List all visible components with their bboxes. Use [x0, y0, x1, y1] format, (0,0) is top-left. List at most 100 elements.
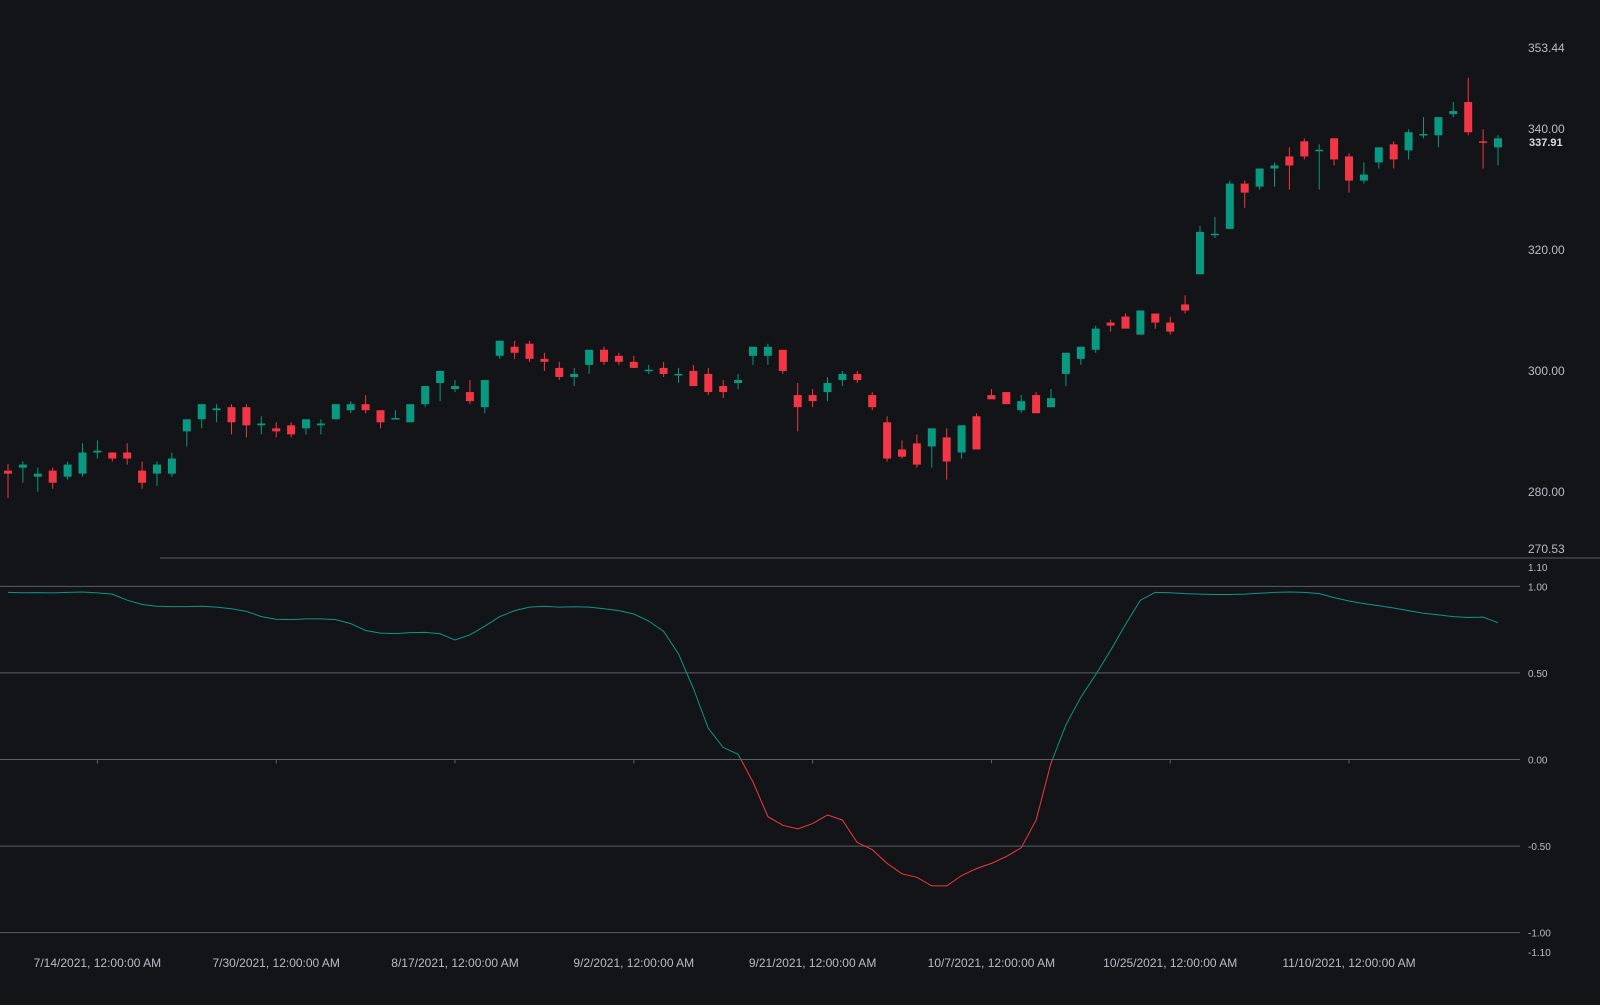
candle — [1061, 352, 1070, 387]
candle-body — [1330, 138, 1339, 160]
candle — [346, 401, 355, 414]
candle-body — [1017, 401, 1026, 411]
candle — [495, 340, 504, 359]
candle — [1032, 392, 1041, 414]
oscillator-tick-label-2: 0.50 — [1528, 669, 1548, 680]
candle-body — [212, 408, 221, 411]
time-axis[interactable]: 7/14/2021, 12:00:00 AM 7/30/2021, 12:00:0… — [34, 759, 1416, 971]
candle — [63, 461, 72, 480]
candle-body — [18, 464, 27, 468]
oscillator-pane[interactable]: 1.10 1.00 0.50 0.00 -0.50 -1.00 -1.10 — [0, 563, 1551, 959]
candle — [763, 343, 772, 365]
candle-body — [48, 470, 57, 483]
price-pane[interactable]: 353.44 340.00 320.00 300.00 280.00 270.53 337.… — [4, 41, 1600, 559]
candle-body — [4, 470, 12, 474]
candle — [480, 379, 489, 414]
candle-body — [451, 386, 459, 390]
candle — [972, 413, 981, 450]
candle — [778, 349, 787, 374]
candle-body — [1225, 183, 1234, 229]
candle-body — [287, 425, 296, 435]
candle-body — [1345, 156, 1353, 181]
candle-body — [1494, 138, 1502, 148]
candle — [510, 340, 519, 359]
candle — [1434, 117, 1443, 148]
candle-body — [823, 383, 832, 393]
candle-body — [421, 386, 430, 405]
candle-body — [78, 452, 87, 474]
candle — [287, 422, 296, 438]
candle — [1374, 147, 1383, 169]
candle-body — [1121, 316, 1130, 329]
candle — [33, 467, 42, 492]
candle — [1449, 102, 1458, 118]
candle-body — [1419, 134, 1428, 136]
candle — [78, 443, 87, 477]
candle-body — [749, 346, 757, 356]
candle-body — [1285, 156, 1294, 166]
candle — [1047, 389, 1055, 408]
candle — [585, 349, 594, 374]
candle-body — [1315, 149, 1324, 152]
candle-body — [868, 395, 877, 408]
candle — [227, 404, 236, 435]
price-tick-label-2: 320.00 — [1528, 243, 1565, 257]
candle-body — [793, 395, 802, 408]
candle-body — [108, 452, 117, 459]
candle-body — [987, 395, 996, 400]
candle — [1404, 129, 1413, 160]
candle-body — [1106, 322, 1115, 326]
candle-body — [972, 416, 981, 450]
candle — [1285, 147, 1294, 190]
time-tick-label-2: 8/17/2021, 12:00:00 AM — [391, 956, 518, 970]
candle-body — [614, 355, 623, 362]
time-tick-label-0: 7/14/2021, 12:00:00 AM — [34, 956, 161, 970]
candle-body — [167, 458, 176, 474]
time-tick-label-1: 7/30/2021, 12:00:00 AM — [212, 956, 339, 970]
candle-body — [495, 340, 504, 356]
candle-body — [883, 422, 892, 459]
candle — [1345, 153, 1353, 193]
oscillator-line-positive — [7, 591, 742, 760]
candle — [1255, 168, 1264, 190]
candle — [1017, 395, 1026, 414]
candle — [883, 416, 892, 462]
candle — [4, 463, 12, 498]
candle-body — [1076, 346, 1085, 359]
candle — [555, 361, 564, 380]
candle — [719, 379, 728, 399]
candle-body — [242, 407, 251, 426]
candle-body — [1032, 395, 1041, 414]
candle — [361, 395, 370, 414]
candle-body — [704, 373, 713, 393]
candle — [212, 404, 221, 423]
candle-body — [838, 373, 847, 380]
candle — [153, 461, 161, 486]
candle-body — [912, 443, 921, 465]
candle — [406, 404, 415, 423]
candle — [600, 346, 608, 365]
candle-body — [1181, 304, 1190, 311]
candle — [302, 419, 310, 435]
candle-body — [1359, 174, 1368, 181]
candle — [1196, 225, 1204, 275]
candle-body — [1047, 398, 1055, 408]
oscillator-tick-label-0: 1.10 — [1528, 563, 1548, 574]
candle — [1315, 144, 1324, 190]
candle — [18, 461, 27, 483]
candle — [942, 428, 951, 480]
candle — [1479, 129, 1488, 169]
candle — [182, 419, 191, 447]
time-tick-label-5: 10/7/2021, 12:00:00 AM — [928, 956, 1055, 970]
candle-body — [138, 470, 147, 483]
candle-body — [182, 419, 191, 432]
candle — [1389, 141, 1398, 169]
candle — [421, 386, 430, 408]
candle-body — [436, 370, 445, 384]
time-tick-label-6: 10/25/2021, 12:00:00 AM — [1103, 956, 1237, 970]
candle-body — [1210, 233, 1219, 236]
candle — [689, 364, 698, 387]
